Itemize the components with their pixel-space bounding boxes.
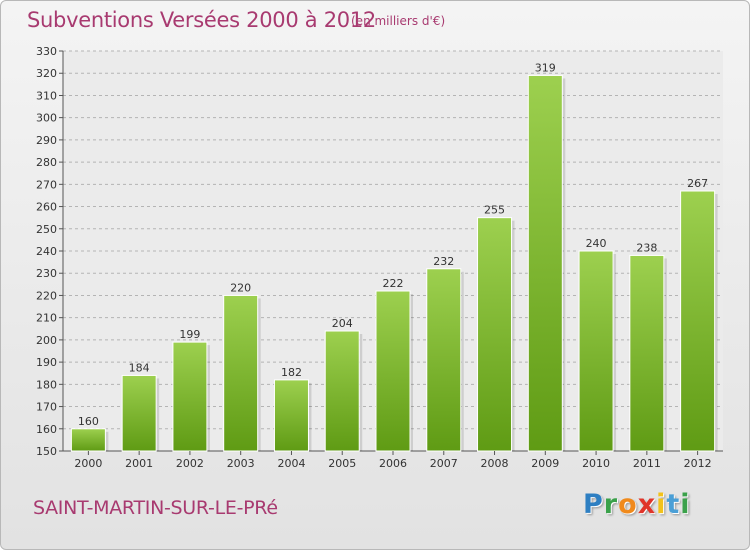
logo-letter: P xyxy=(583,489,604,520)
y-tick-label: 180 xyxy=(36,378,57,391)
chart-title: Subventions Versées 2000 à 2012 xyxy=(27,8,376,32)
x-tick-label: 2004 xyxy=(277,457,305,470)
bar xyxy=(527,74,563,452)
y-tick-label: 270 xyxy=(36,178,57,191)
data-label: 238 xyxy=(636,241,657,254)
x-tick-label: 2002 xyxy=(176,457,204,470)
x-tick-label: 2003 xyxy=(227,457,255,470)
y-tick-label: 190 xyxy=(36,356,57,369)
y-tick-label: 210 xyxy=(36,312,57,325)
data-label: 319 xyxy=(535,61,556,74)
y-tick-label: 240 xyxy=(36,245,57,258)
bar xyxy=(70,428,106,452)
y-tick-label: 250 xyxy=(36,223,57,236)
data-label: 182 xyxy=(281,366,302,379)
data-label: 267 xyxy=(687,177,708,190)
bar xyxy=(629,254,665,452)
x-tick-label: 2008 xyxy=(481,457,509,470)
data-label: 240 xyxy=(586,237,607,250)
x-tick-label: 2000 xyxy=(74,457,102,470)
data-label: 184 xyxy=(129,361,150,374)
data-label: 220 xyxy=(230,281,251,294)
bar xyxy=(426,268,462,452)
y-tick-label: 200 xyxy=(36,334,57,347)
data-label: 222 xyxy=(383,277,404,290)
y-tick-label: 310 xyxy=(36,89,57,102)
bar xyxy=(273,379,309,452)
logo-letter: t xyxy=(666,489,681,520)
data-label: 204 xyxy=(332,317,353,330)
logo-letter: i xyxy=(656,489,667,520)
x-tick-label: 2012 xyxy=(684,457,712,470)
logo-letter: o xyxy=(618,489,638,520)
data-label: 160 xyxy=(78,415,99,428)
proxiti-logo[interactable]: Proxiti xyxy=(583,489,691,520)
bar xyxy=(375,290,411,452)
y-tick-label: 230 xyxy=(36,267,57,280)
y-tick-label: 280 xyxy=(36,156,57,169)
y-tick-label: 290 xyxy=(36,134,57,147)
logo-letter: r xyxy=(603,489,619,520)
bar xyxy=(121,374,157,452)
x-tick-label: 2010 xyxy=(582,457,610,470)
y-tick-label: 330 xyxy=(36,45,57,58)
data-label: 199 xyxy=(179,328,200,341)
x-tick-label: 2011 xyxy=(633,457,661,470)
logo-letter: x xyxy=(637,489,657,520)
x-tick-label: 2005 xyxy=(328,457,356,470)
bar xyxy=(680,190,716,452)
data-label: 255 xyxy=(484,204,505,217)
bar xyxy=(578,250,614,452)
y-tick-label: 150 xyxy=(36,445,57,458)
y-tick-label: 320 xyxy=(36,67,57,80)
bar xyxy=(172,341,208,452)
x-tick-label: 2007 xyxy=(430,457,458,470)
bar xyxy=(477,217,513,452)
bar xyxy=(223,294,259,452)
data-label: 232 xyxy=(433,255,454,268)
chart-subtitle: (en milliers d'€) xyxy=(351,14,446,28)
y-tick-label: 260 xyxy=(36,201,57,214)
y-tick-label: 170 xyxy=(36,401,57,414)
y-tick-label: 300 xyxy=(36,112,57,125)
logo-letter: i xyxy=(680,489,691,520)
y-tick-label: 160 xyxy=(36,423,57,436)
x-tick-label: 2009 xyxy=(531,457,559,470)
x-tick-label: 2006 xyxy=(379,457,407,470)
bar xyxy=(324,330,360,452)
x-tick-label: 2001 xyxy=(125,457,153,470)
commune-name: SAINT-MARTIN-SUR-LE-PRé xyxy=(33,497,278,519)
y-tick-label: 220 xyxy=(36,289,57,302)
